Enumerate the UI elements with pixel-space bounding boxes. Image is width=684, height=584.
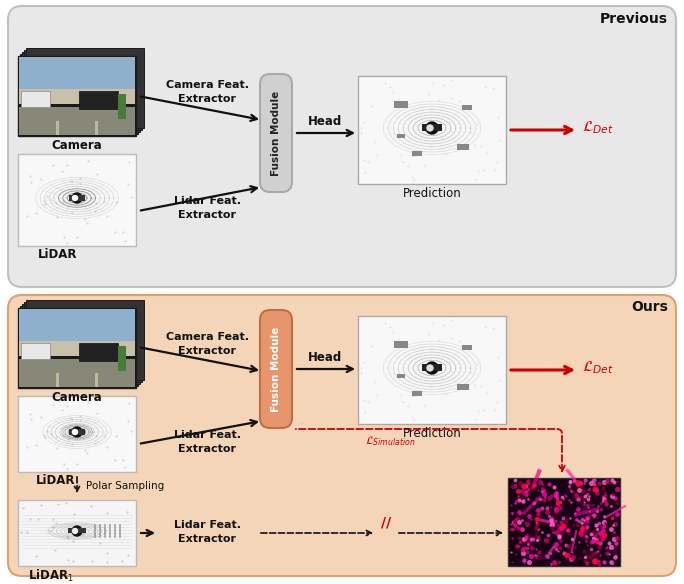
Bar	[19, 107, 135, 135]
Bar	[18, 308, 136, 388]
Bar	[24, 302, 142, 382]
Circle shape	[72, 427, 82, 437]
Text: Prediction: Prediction	[403, 187, 462, 200]
Bar	[19, 309, 135, 341]
Bar	[462, 345, 472, 350]
Text: Previous: Previous	[600, 12, 668, 26]
Bar	[21, 91, 50, 107]
Bar	[79, 343, 118, 361]
Bar	[18, 56, 136, 136]
FancyBboxPatch shape	[260, 310, 292, 428]
Bar	[69, 195, 85, 201]
Bar	[358, 316, 506, 424]
Bar	[26, 48, 144, 128]
Bar	[19, 341, 135, 356]
Bar	[412, 151, 422, 156]
Text: Camera: Camera	[51, 391, 103, 404]
Text: Lidar Feat.
Extractor: Lidar Feat. Extractor	[174, 430, 241, 454]
Bar	[412, 391, 422, 396]
Bar	[56, 121, 59, 135]
FancyBboxPatch shape	[8, 6, 676, 287]
Text: Head: Head	[308, 351, 342, 364]
Text: Head: Head	[308, 115, 342, 128]
Bar	[20, 54, 138, 134]
Text: Lidar Feat.
Extractor: Lidar Feat. Extractor	[174, 520, 241, 544]
Text: Camera: Camera	[51, 139, 103, 152]
Bar	[68, 528, 86, 533]
Text: $\mathcal{L}_{Det}$: $\mathcal{L}_{Det}$	[582, 120, 614, 136]
Circle shape	[73, 529, 77, 534]
Circle shape	[426, 362, 438, 374]
Bar	[19, 57, 135, 89]
Bar	[397, 374, 405, 378]
Text: Fusion Module: Fusion Module	[271, 91, 281, 176]
Bar	[22, 52, 140, 132]
Circle shape	[427, 125, 433, 131]
Bar	[18, 396, 136, 472]
Bar	[20, 306, 138, 386]
Bar	[457, 144, 469, 150]
Text: LiDAR: LiDAR	[36, 474, 75, 487]
Circle shape	[426, 122, 438, 134]
Bar	[462, 105, 472, 110]
Text: //: //	[381, 515, 391, 529]
Bar	[358, 76, 506, 184]
Bar	[118, 346, 126, 371]
Text: Prediction: Prediction	[403, 427, 462, 440]
Bar	[22, 304, 140, 384]
Bar	[26, 300, 144, 380]
Bar	[95, 373, 98, 387]
Text: Fusion Module: Fusion Module	[271, 326, 281, 412]
Bar	[19, 359, 135, 387]
Bar	[457, 384, 469, 390]
Bar	[24, 50, 142, 130]
FancyBboxPatch shape	[260, 74, 292, 192]
Bar	[18, 500, 136, 566]
Bar	[394, 341, 408, 348]
Text: Ours: Ours	[631, 300, 668, 314]
Text: Lidar Feat.
Extractor: Lidar Feat. Extractor	[174, 196, 241, 220]
Text: $\mathcal{L}_{Simulation}$: $\mathcal{L}_{Simulation}$	[365, 434, 415, 448]
Bar	[79, 91, 118, 109]
Circle shape	[73, 196, 77, 200]
Text: Camera Feat.
Extractor: Camera Feat. Extractor	[166, 332, 248, 356]
Bar	[69, 429, 85, 435]
Bar	[21, 343, 50, 359]
Bar	[19, 89, 135, 104]
Text: LiDAR$_1$: LiDAR$_1$	[28, 568, 74, 584]
Circle shape	[72, 526, 82, 536]
Bar	[18, 154, 136, 246]
Text: Camera Feat.
Extractor: Camera Feat. Extractor	[166, 80, 248, 104]
Circle shape	[73, 429, 77, 434]
Bar	[95, 121, 98, 135]
FancyBboxPatch shape	[8, 295, 676, 576]
Bar	[397, 134, 405, 138]
Bar	[422, 364, 442, 371]
Bar	[118, 94, 126, 119]
Bar	[56, 373, 59, 387]
Text: Polar Sampling: Polar Sampling	[86, 481, 164, 491]
Text: LiDAR: LiDAR	[38, 248, 77, 261]
Bar	[508, 478, 620, 566]
Circle shape	[427, 365, 433, 371]
Bar	[394, 101, 408, 108]
Bar	[422, 124, 442, 131]
Circle shape	[72, 193, 82, 203]
Text: $\mathcal{L}_{Det}$: $\mathcal{L}_{Det}$	[582, 360, 614, 376]
